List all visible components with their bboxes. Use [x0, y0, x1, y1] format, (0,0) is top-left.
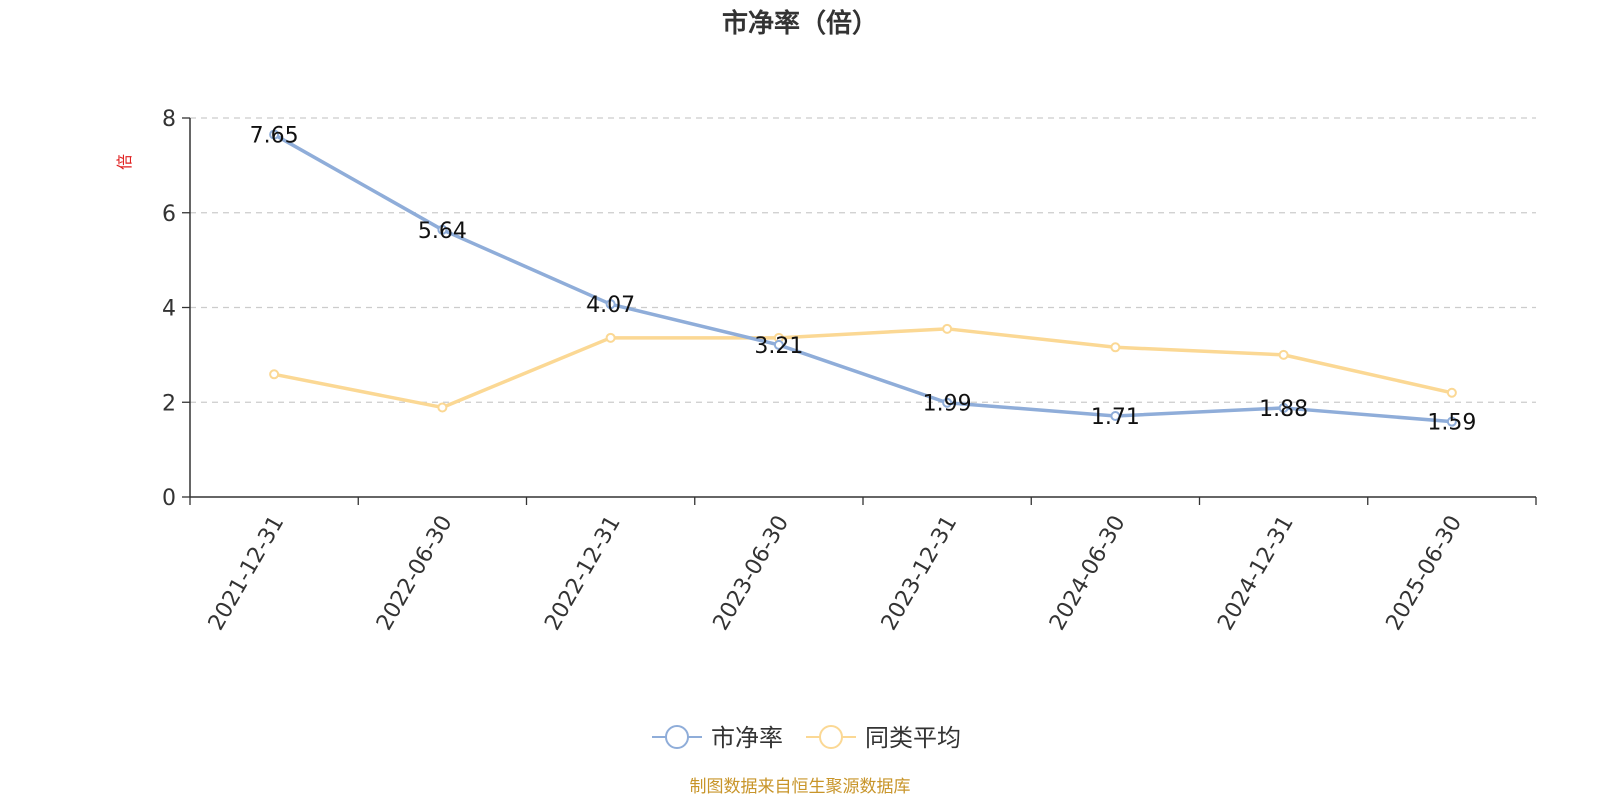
y-tick-label: 4 — [162, 297, 176, 322]
x-tick-label: 2024-12-31 — [1213, 512, 1299, 635]
x-tick-label: 2023-06-30 — [708, 512, 794, 635]
data-point — [1278, 402, 1289, 413]
data-point — [605, 332, 616, 343]
x-tick-label: 2022-12-31 — [540, 512, 626, 635]
x-axis-ticks: 2021-12-31 2022-06-30 2022-12-31 2023-06-30… — [189, 497, 1537, 635]
data-point — [269, 369, 280, 380]
legend-label: 同类平均 — [865, 724, 961, 752]
data-point — [1446, 387, 1457, 398]
legend-symbol-marker — [665, 725, 689, 749]
data-point — [437, 224, 448, 235]
data-point — [605, 299, 616, 310]
data-label: 1.88 — [1259, 397, 1308, 422]
series-line — [272, 132, 1454, 424]
series-line — [272, 327, 1454, 410]
y-tick-label: 8 — [162, 107, 176, 132]
data-point — [437, 402, 448, 413]
data-label: 4.07 — [586, 293, 635, 318]
x-tick-label: 2025-06-30 — [1381, 512, 1467, 635]
data-label: 1.71 — [1091, 405, 1140, 430]
data-label: 7.65 — [250, 124, 299, 149]
data-point — [773, 339, 784, 350]
y-axis-unit-label: 倍 — [115, 154, 134, 170]
source-note: 制图数据来自恒生聚源数据库 — [690, 777, 911, 797]
x-tick-label: 2021-12-31 — [204, 512, 290, 635]
data-label: 1.59 — [1427, 411, 1476, 436]
data-point — [942, 397, 953, 408]
data-labels: 7.65 5.64 4.07 3.21 1.99 1.71 1.88 1.59 — [250, 124, 1477, 436]
data-point — [1446, 416, 1457, 427]
legend-label: 市净率 — [711, 724, 783, 752]
data-label: 3.21 — [754, 334, 803, 359]
data-label: 5.64 — [418, 219, 467, 244]
x-tick-label: 2022-06-30 — [372, 512, 458, 635]
x-tick-label: 2024-06-30 — [1045, 512, 1131, 635]
x-tick-label: 2023-12-31 — [877, 512, 963, 635]
data-point — [1110, 342, 1121, 353]
data-point — [942, 323, 953, 334]
y-tick-label: 2 — [162, 391, 176, 416]
y-tick-label: 0 — [162, 486, 176, 511]
series-lines — [269, 129, 1457, 427]
legend-symbol-marker — [819, 725, 843, 749]
y-axis-ticks: 0 2 4 6 8 — [162, 107, 190, 511]
chart-title: 市净率（倍） — [722, 8, 878, 39]
data-label: 1.99 — [923, 392, 972, 417]
y-tick-label: 6 — [162, 202, 176, 227]
grid-lines — [190, 117, 1536, 403]
legend[interactable]: 市净率 同类平均 — [652, 724, 961, 752]
data-point — [269, 129, 280, 140]
data-point — [1110, 410, 1121, 421]
data-point — [1278, 349, 1289, 360]
